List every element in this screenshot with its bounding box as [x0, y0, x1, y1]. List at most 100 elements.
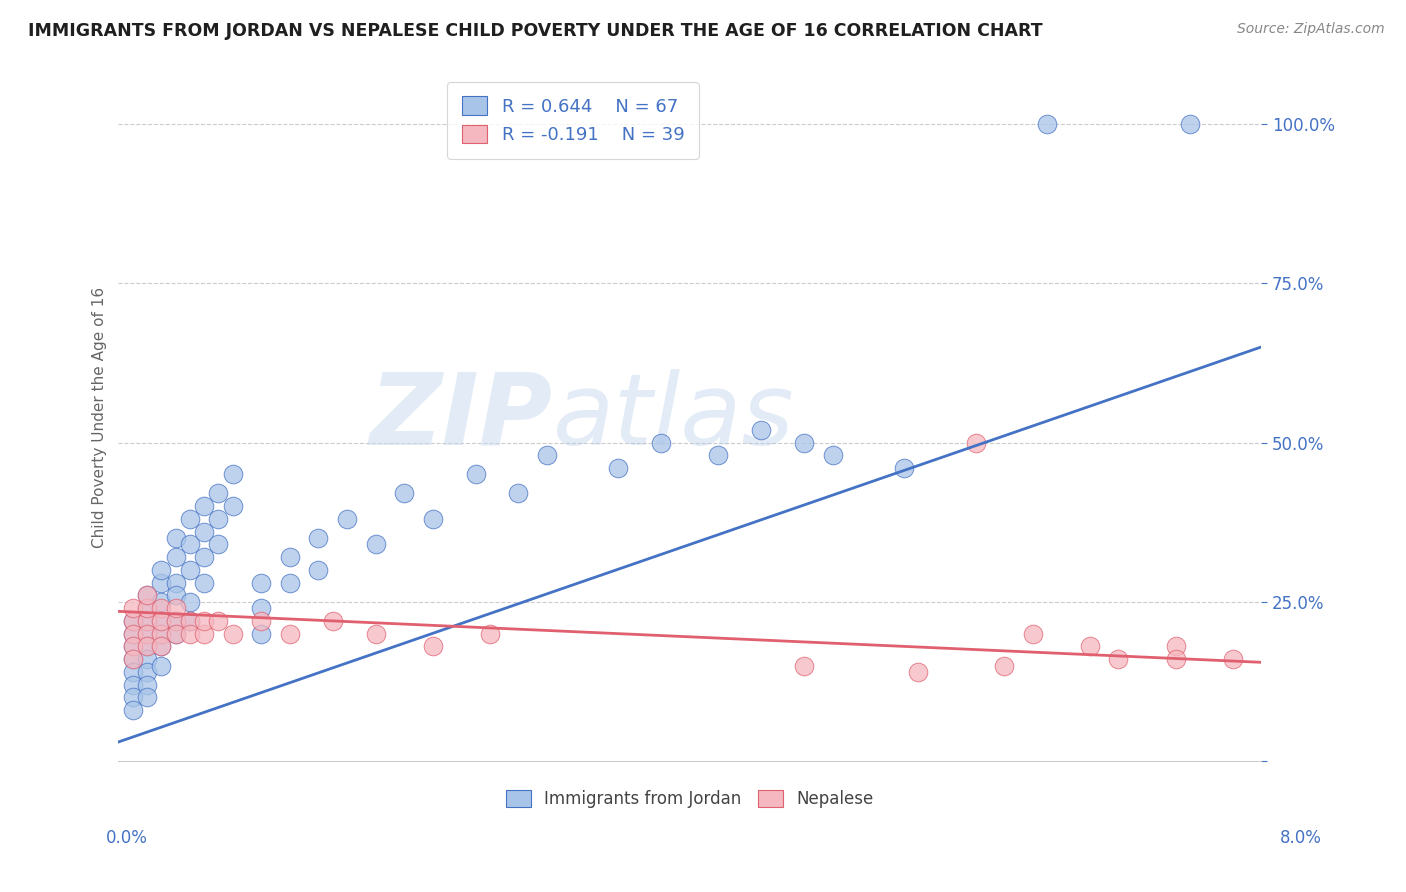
Point — [250, 614, 273, 628]
Point — [136, 665, 159, 679]
Point — [165, 601, 187, 615]
Point — [1164, 652, 1187, 666]
Point — [150, 575, 173, 590]
Point — [165, 626, 187, 640]
Point — [1164, 640, 1187, 654]
Point — [179, 537, 201, 551]
Point — [136, 640, 159, 654]
Point — [193, 550, 215, 565]
Point — [907, 665, 929, 679]
Point — [478, 626, 501, 640]
Point — [121, 626, 143, 640]
Point — [150, 601, 173, 615]
Point — [136, 614, 159, 628]
Point — [165, 614, 187, 628]
Point — [1078, 640, 1101, 654]
Text: Source: ZipAtlas.com: Source: ZipAtlas.com — [1237, 22, 1385, 37]
Text: 8.0%: 8.0% — [1279, 829, 1322, 847]
Point — [193, 524, 215, 539]
Point — [121, 614, 143, 628]
Point — [150, 614, 173, 628]
Point — [793, 658, 815, 673]
Point — [150, 640, 173, 654]
Point — [364, 626, 387, 640]
Point — [179, 512, 201, 526]
Point — [1108, 652, 1130, 666]
Point — [1178, 117, 1201, 131]
Point — [121, 652, 143, 666]
Point — [278, 626, 301, 640]
Point — [136, 626, 159, 640]
Point — [136, 589, 159, 603]
Point — [121, 665, 143, 679]
Point — [150, 640, 173, 654]
Point — [422, 512, 444, 526]
Point — [121, 601, 143, 615]
Point — [278, 550, 301, 565]
Text: 0.0%: 0.0% — [105, 829, 148, 847]
Point — [422, 640, 444, 654]
Point — [607, 461, 630, 475]
Point — [136, 601, 159, 615]
Point — [136, 678, 159, 692]
Point — [278, 575, 301, 590]
Point — [193, 626, 215, 640]
Point — [179, 595, 201, 609]
Text: IMMIGRANTS FROM JORDAN VS NEPALESE CHILD POVERTY UNDER THE AGE OF 16 CORRELATION: IMMIGRANTS FROM JORDAN VS NEPALESE CHILD… — [28, 22, 1043, 40]
Point — [207, 512, 229, 526]
Point — [207, 486, 229, 500]
Point — [121, 640, 143, 654]
Point — [136, 652, 159, 666]
Point — [322, 614, 344, 628]
Point — [464, 467, 486, 482]
Point — [150, 595, 173, 609]
Point — [136, 690, 159, 705]
Point — [650, 435, 672, 450]
Point — [250, 626, 273, 640]
Point — [207, 614, 229, 628]
Point — [150, 658, 173, 673]
Point — [179, 563, 201, 577]
Point — [1036, 117, 1059, 131]
Point — [193, 500, 215, 514]
Point — [508, 486, 530, 500]
Point — [150, 626, 173, 640]
Point — [179, 626, 201, 640]
Point — [150, 614, 173, 628]
Point — [1022, 626, 1045, 640]
Point — [121, 703, 143, 717]
Point — [150, 626, 173, 640]
Point — [121, 678, 143, 692]
Point — [165, 531, 187, 545]
Point — [165, 575, 187, 590]
Point — [193, 575, 215, 590]
Point — [121, 652, 143, 666]
Point — [165, 626, 187, 640]
Point — [307, 531, 329, 545]
Text: ZIP: ZIP — [370, 368, 553, 466]
Point — [165, 589, 187, 603]
Point — [364, 537, 387, 551]
Point — [207, 537, 229, 551]
Point — [193, 614, 215, 628]
Legend: Immigrants from Jordan, Nepalese: Immigrants from Jordan, Nepalese — [499, 783, 880, 814]
Point — [993, 658, 1015, 673]
Point — [136, 614, 159, 628]
Point — [136, 601, 159, 615]
Point — [136, 626, 159, 640]
Point — [250, 601, 273, 615]
Point — [336, 512, 359, 526]
Text: atlas: atlas — [553, 368, 794, 466]
Point — [965, 435, 987, 450]
Point — [1222, 652, 1244, 666]
Point — [165, 550, 187, 565]
Point — [536, 448, 558, 462]
Point — [136, 589, 159, 603]
Point — [165, 614, 187, 628]
Point — [793, 435, 815, 450]
Point — [121, 614, 143, 628]
Point — [707, 448, 730, 462]
Y-axis label: Child Poverty Under the Age of 16: Child Poverty Under the Age of 16 — [93, 286, 107, 548]
Point — [821, 448, 844, 462]
Point — [179, 614, 201, 628]
